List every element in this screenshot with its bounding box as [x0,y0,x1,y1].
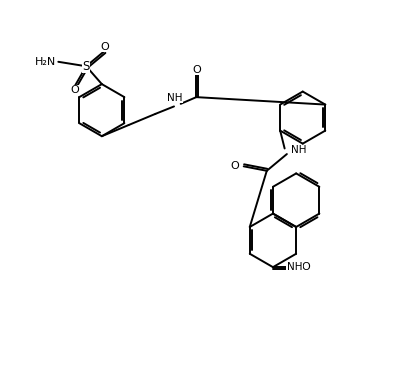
Text: NH: NH [291,145,307,156]
Text: O: O [302,262,310,272]
Text: S: S [82,60,90,73]
Text: O: O [70,85,79,96]
Text: O: O [230,161,239,171]
Text: O: O [101,41,109,51]
Text: O: O [192,65,201,74]
Text: H₂N: H₂N [35,57,56,67]
Text: NH: NH [287,262,302,272]
Text: NH: NH [167,93,183,103]
